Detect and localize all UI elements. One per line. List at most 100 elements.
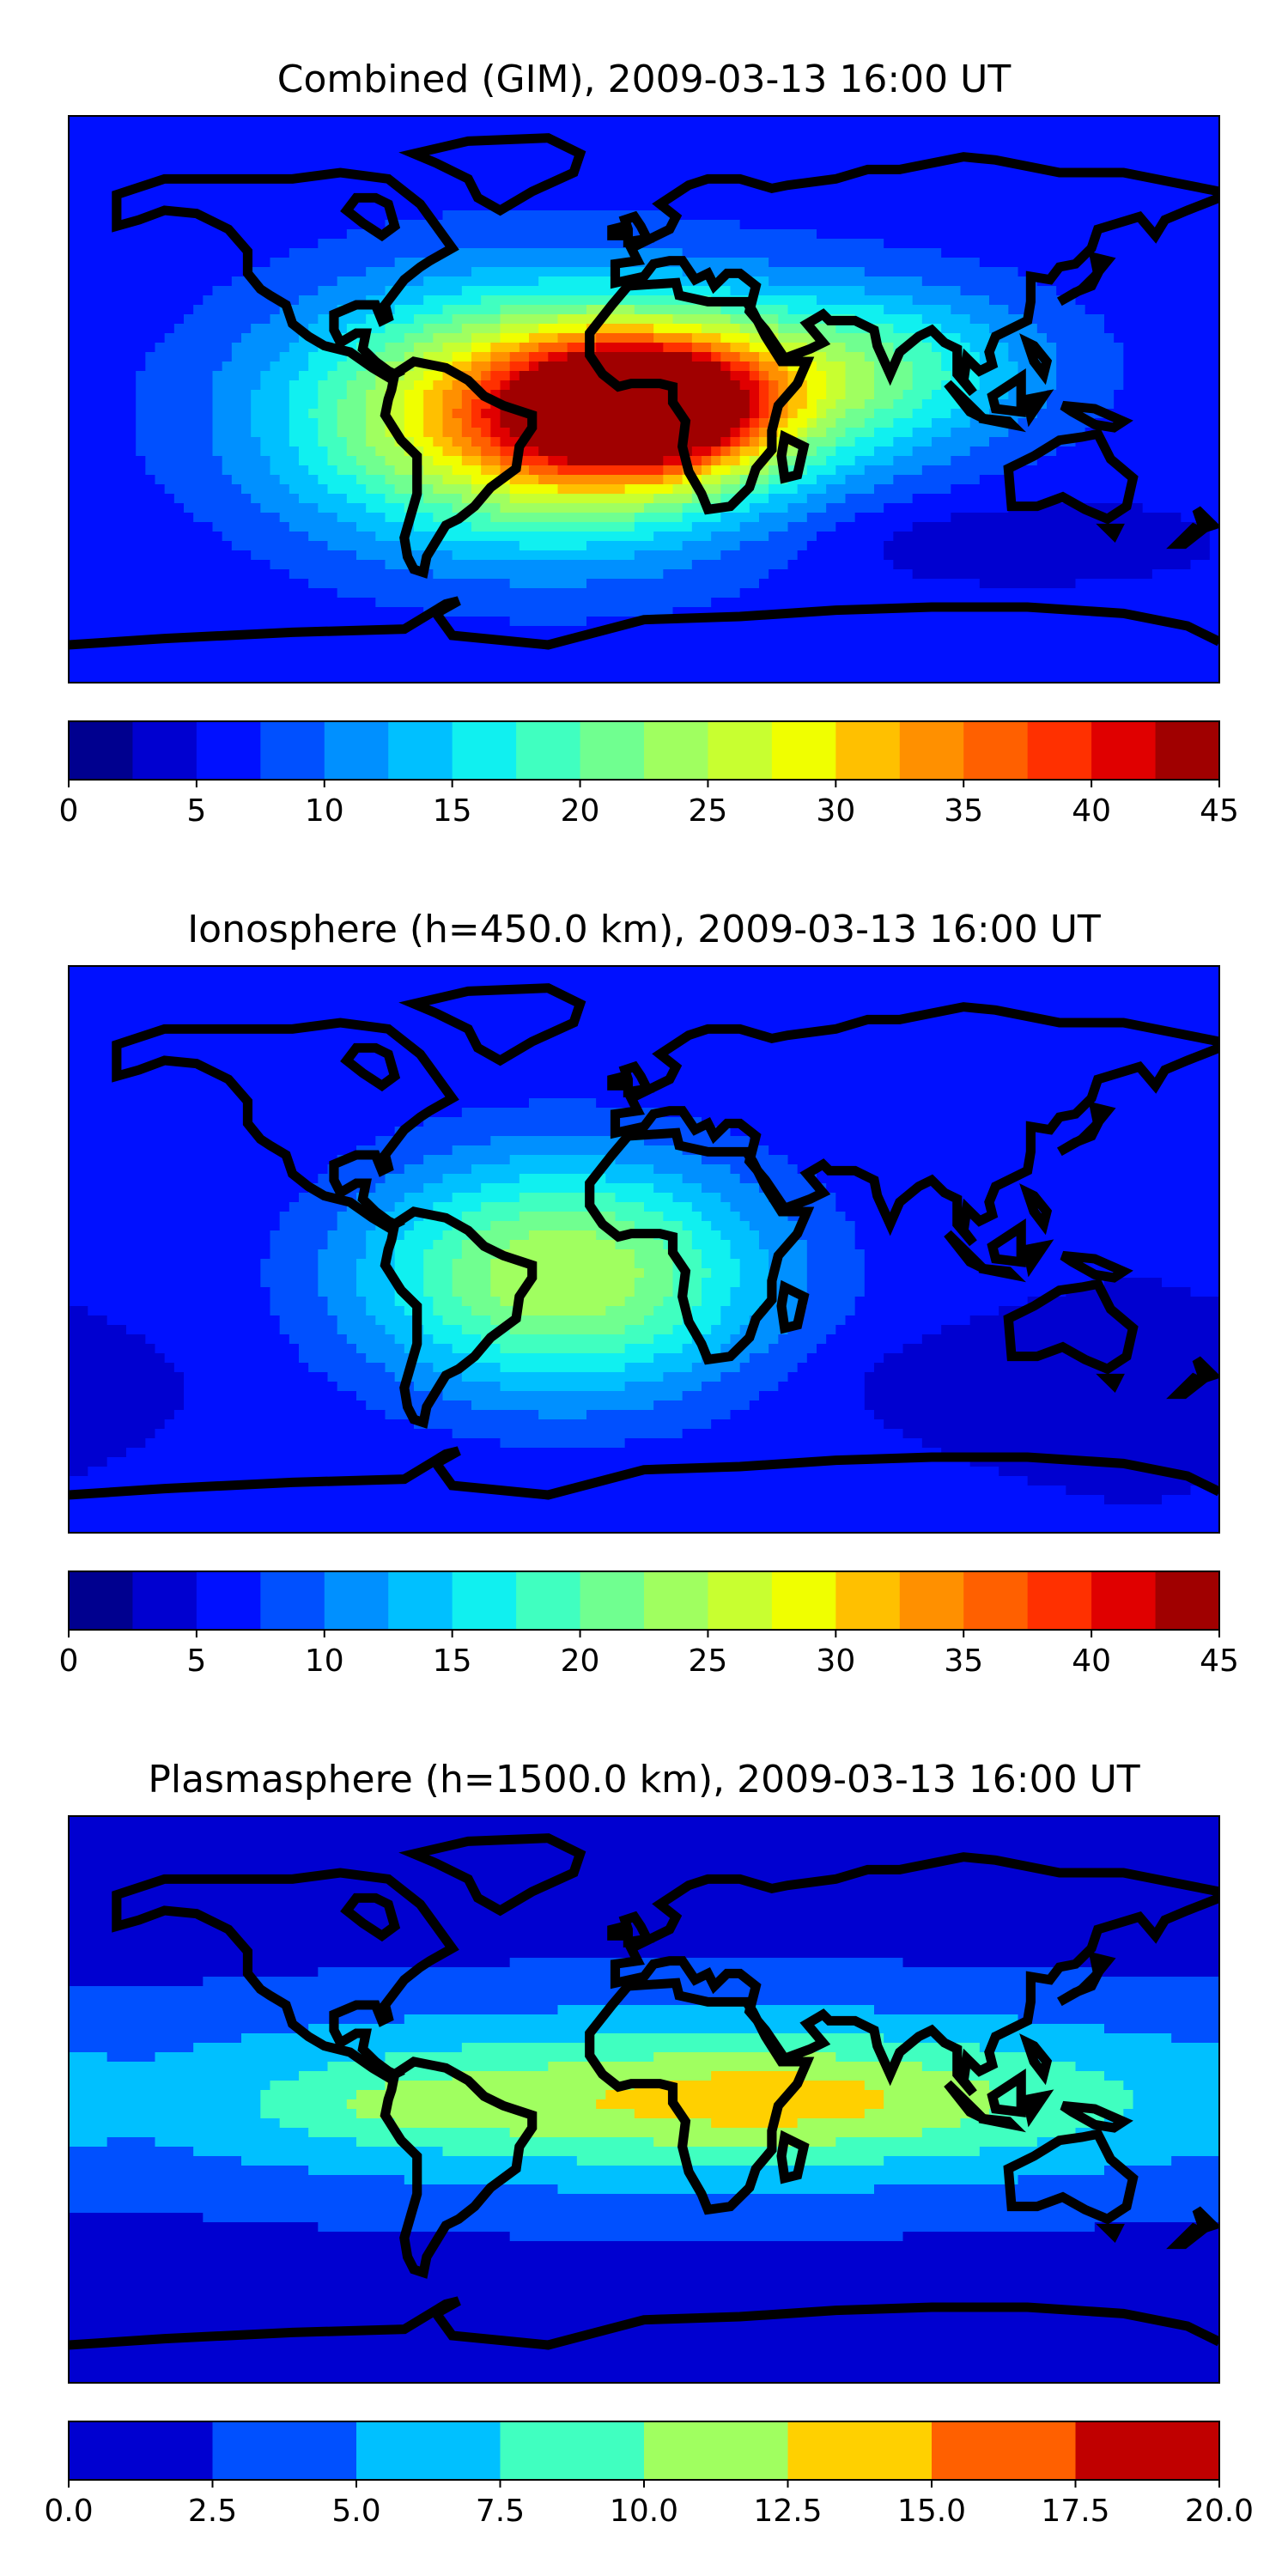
field-cell — [366, 456, 377, 466]
field-cell — [817, 135, 827, 145]
field-cell — [1114, 286, 1125, 296]
field-cell — [1036, 116, 1048, 126]
field-cell — [366, 343, 377, 353]
field-cell — [932, 428, 942, 438]
field-cell — [1142, 428, 1153, 438]
field-cell — [366, 116, 377, 126]
field-cell — [116, 182, 127, 192]
field-cell — [787, 456, 799, 466]
field-cell — [912, 399, 923, 410]
field-cell — [691, 437, 702, 447]
field-cell — [1056, 248, 1067, 258]
field-cell — [519, 116, 530, 126]
field-cell — [136, 314, 147, 325]
field-cell — [1047, 286, 1057, 296]
field-cell — [912, 125, 923, 136]
field-cell — [251, 116, 262, 126]
field-cell — [1151, 314, 1163, 325]
field-cell — [999, 295, 1010, 306]
field-cell — [1209, 154, 1219, 164]
field-cell — [78, 276, 89, 287]
field-cell — [145, 258, 156, 268]
field-cell — [749, 494, 760, 504]
field-cell — [481, 286, 492, 296]
field-cell — [1200, 144, 1211, 155]
field-cell — [999, 456, 1010, 466]
field-cell — [116, 229, 127, 240]
field-cell — [864, 210, 875, 221]
field-cell — [864, 418, 875, 428]
field-cell — [222, 163, 233, 173]
field-cell — [960, 173, 971, 183]
field-cell — [969, 191, 981, 202]
field-cell — [969, 371, 981, 381]
field-cell — [212, 409, 223, 419]
field-cell — [78, 229, 89, 240]
field-cell — [586, 239, 597, 249]
field-cell — [567, 399, 578, 410]
field-cell — [509, 371, 520, 381]
field-cell — [817, 399, 827, 410]
field-cell — [251, 201, 262, 211]
field-cell — [251, 324, 262, 334]
field-cell — [126, 295, 137, 306]
field-cell — [299, 144, 309, 155]
field-cell — [1209, 475, 1219, 485]
field-cell — [864, 248, 875, 258]
field-cell — [1027, 210, 1038, 221]
field-cell — [1162, 116, 1172, 126]
field-cell — [366, 201, 377, 211]
field-cell — [500, 258, 511, 268]
field-cell — [932, 456, 942, 466]
field-cell — [509, 494, 520, 504]
field-cell — [835, 116, 847, 126]
field-cell — [327, 465, 338, 476]
field-cell — [739, 125, 750, 136]
field-cell — [1047, 361, 1057, 372]
field-cell — [1114, 371, 1125, 381]
field-cell — [88, 210, 99, 221]
field-cell — [797, 229, 808, 240]
field-cell — [231, 258, 242, 268]
field-cell — [375, 135, 386, 145]
field-cell — [969, 229, 981, 240]
field-cell — [605, 182, 617, 192]
field-cell — [902, 305, 914, 315]
field-cell — [605, 361, 617, 372]
field-cell — [490, 409, 501, 419]
field-cell — [605, 437, 617, 447]
field-cell — [538, 494, 550, 504]
field-cell — [932, 191, 942, 202]
field-cell — [1171, 286, 1182, 296]
field-cell — [739, 456, 750, 466]
field-cell — [394, 248, 405, 258]
field-cell — [251, 248, 262, 258]
field-cell — [442, 371, 453, 381]
field-cell — [835, 418, 847, 428]
field-cell — [69, 305, 79, 315]
field-cell — [289, 371, 300, 381]
field-cell — [519, 210, 530, 221]
field-cell — [106, 267, 118, 277]
field-cell — [682, 314, 693, 325]
field-cell — [1056, 380, 1067, 391]
field-cell — [519, 475, 530, 485]
field-cell — [874, 220, 884, 230]
field-cell — [586, 229, 597, 240]
field-cell — [203, 380, 214, 391]
field-cell — [509, 314, 520, 325]
field-cell — [490, 286, 501, 296]
field-cell — [902, 116, 914, 126]
field-cell — [969, 201, 981, 211]
field-cell — [960, 333, 971, 343]
field-cell — [423, 135, 434, 145]
field-cell — [1018, 361, 1029, 372]
field-cell — [308, 324, 319, 334]
field-cell — [567, 494, 578, 504]
field-cell — [1094, 201, 1105, 211]
field-cell — [394, 314, 405, 325]
field-cell — [270, 380, 281, 391]
field-cell — [69, 201, 79, 211]
field-cell — [921, 456, 933, 466]
field-cell — [826, 276, 837, 287]
